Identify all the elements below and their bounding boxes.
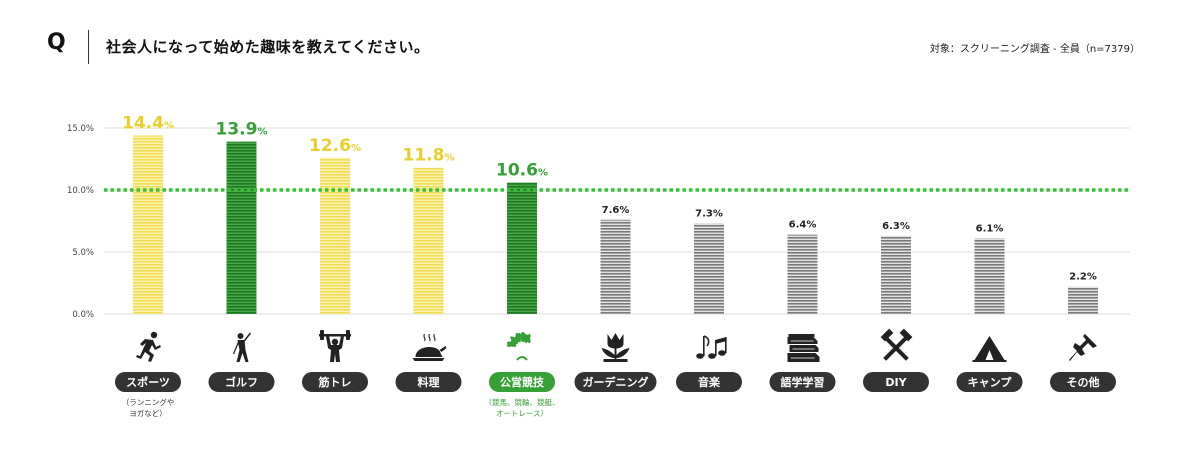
category-pill	[769, 372, 836, 392]
runner-icon	[136, 331, 161, 362]
bar	[600, 219, 631, 314]
laurel-wreath-icon	[506, 332, 531, 361]
weightlifter-icon	[319, 330, 351, 362]
category-pill	[395, 372, 462, 392]
category-label: ゴルフ	[225, 375, 258, 389]
data-label-unit: %	[164, 120, 174, 131]
category-label: 語学学習	[781, 375, 825, 389]
category-label: 公営競技	[500, 375, 545, 389]
header-divider	[88, 30, 89, 64]
bar	[133, 135, 163, 314]
pushpin-icon	[1069, 334, 1097, 361]
category-pill	[302, 372, 368, 392]
bar	[226, 141, 257, 314]
bar	[413, 167, 444, 314]
data-label-value: 7.3%	[695, 208, 723, 219]
category-pill	[489, 372, 555, 392]
data-label-unit: %	[351, 143, 361, 154]
category-note: （ランニングや	[122, 397, 175, 407]
category-label: キャンプ	[968, 375, 1013, 389]
category-note: ヨガなど）	[129, 408, 167, 418]
category-pill	[956, 372, 1023, 392]
bar	[1068, 286, 1098, 314]
category-pill	[115, 372, 181, 392]
question-text: 社会人になって始めた趣味を教えてください。	[106, 38, 430, 56]
y-tick-label: 0.0%	[72, 310, 94, 320]
data-label-unit: %	[257, 127, 267, 138]
data-label-value: 2.2%	[1069, 272, 1097, 283]
tulip-icon	[601, 333, 630, 362]
category-pill	[208, 372, 275, 392]
data-label-value: 14.4	[122, 113, 164, 133]
data-label: 6.3%	[882, 221, 910, 232]
tent-icon	[972, 336, 1007, 362]
data-label-value: 6.1%	[976, 223, 1004, 234]
data-label-unit: %	[538, 168, 548, 179]
bar	[320, 157, 350, 314]
data-label: 2.2%	[1069, 272, 1097, 283]
data-label: 13.9%	[216, 120, 268, 140]
data-label-value: 12.6	[309, 136, 351, 156]
hammer-tools-icon	[880, 328, 913, 361]
survey-target: 対象：スクリーニング調査 - 全員（n=7379）	[929, 44, 1140, 55]
data-label: 6.1%	[976, 223, 1004, 234]
data-label: 12.6%	[309, 136, 361, 156]
roast-chicken-icon	[412, 333, 447, 361]
data-label-value: 6.3%	[882, 221, 910, 232]
data-label-unit: %	[444, 153, 454, 164]
category-label: DIY	[885, 376, 907, 389]
bar	[974, 238, 1005, 314]
data-label-value: 11.8	[403, 146, 445, 166]
category-pill	[863, 372, 929, 392]
golfer-icon	[232, 332, 252, 362]
data-label: 6.4%	[789, 220, 817, 231]
category-note: オートレース）	[496, 409, 548, 418]
question-mark: Q	[47, 30, 66, 55]
category-pill	[574, 372, 657, 392]
bar	[507, 182, 537, 314]
data-label: 14.4%	[122, 113, 174, 133]
data-label-value: 6.4%	[789, 220, 817, 231]
books-icon	[787, 334, 820, 362]
bar	[787, 234, 818, 314]
category-label: ガーデニング	[583, 375, 649, 389]
bar	[694, 223, 724, 314]
data-label: 11.8%	[403, 146, 455, 166]
category-label: その他	[1067, 375, 1100, 389]
category-pill	[1050, 372, 1116, 392]
category-label: 音楽	[698, 375, 721, 389]
category-pill	[676, 372, 742, 392]
data-label-value: 7.6%	[602, 205, 630, 216]
y-tick-label: 10.0%	[67, 186, 94, 196]
category-label: スポーツ	[126, 375, 170, 389]
category-label: 筋トレ	[318, 375, 352, 389]
data-label: 10.6%	[496, 161, 548, 181]
y-tick-label: 5.0%	[72, 248, 94, 258]
data-label-value: 13.9	[216, 120, 258, 140]
data-label: 7.3%	[695, 208, 723, 219]
music-note-icon	[696, 335, 727, 359]
category-label: 料理	[418, 375, 440, 389]
y-tick-label: 15.0%	[67, 124, 94, 134]
data-label-value: 10.6	[496, 161, 538, 181]
data-label: 7.6%	[602, 205, 630, 216]
category-note: （競馬、競輪、競艇、	[485, 397, 560, 407]
header: Q 社会人になって始めた趣味を教えてください。 対象：スクリーニング調査 - 全…	[0, 0, 1200, 80]
bar	[881, 235, 911, 314]
